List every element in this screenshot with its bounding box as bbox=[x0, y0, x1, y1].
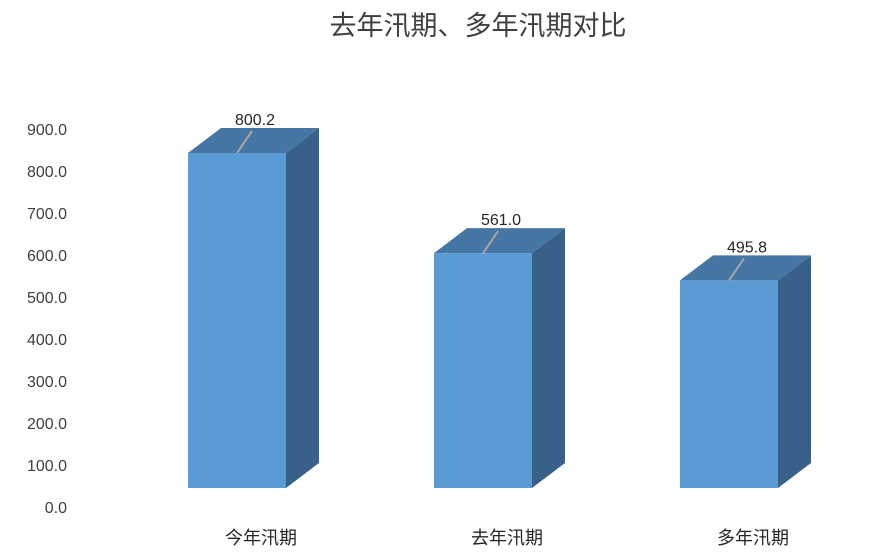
bar-top-face bbox=[680, 255, 811, 281]
bar-1: 561.0 bbox=[434, 212, 565, 489]
y-tick-label: 100.0 bbox=[27, 458, 67, 475]
y-tick-label: 300.0 bbox=[27, 374, 67, 391]
data-label-leader bbox=[728, 257, 745, 281]
bar-top-face bbox=[188, 128, 319, 153]
data-label: 495.8 bbox=[727, 239, 767, 256]
data-label-leader bbox=[236, 130, 253, 154]
y-tick-label: 800.0 bbox=[27, 164, 67, 181]
data-label: 800.2 bbox=[235, 112, 275, 129]
x-category-label: 今年汛期 bbox=[225, 528, 297, 549]
y-tick-label: 400.0 bbox=[27, 332, 67, 349]
bar-front-face bbox=[680, 280, 778, 488]
y-axis: 0.0 100.0 200.0 300.0 400.0 500.0 600.0 700.0 80… bbox=[27, 122, 67, 517]
bar-side-face bbox=[286, 128, 319, 488]
data-label-leader bbox=[482, 230, 499, 254]
chart-title: 去年汛期、多年汛期对比 bbox=[330, 11, 627, 42]
bar-2: 495.8 bbox=[680, 239, 811, 488]
y-tick-label: 500.0 bbox=[27, 290, 67, 307]
x-axis: 今年汛期 去年汛期 多年汛期 bbox=[225, 528, 789, 549]
bar-side-face bbox=[532, 228, 565, 489]
y-tick-label: 200.0 bbox=[27, 416, 67, 433]
bar-side-face bbox=[778, 255, 811, 488]
bar-top-face bbox=[434, 228, 565, 254]
x-category-label: 去年汛期 bbox=[471, 528, 543, 549]
data-label: 561.0 bbox=[481, 212, 521, 229]
bar-front-face bbox=[188, 153, 286, 488]
bars: 800.2 561.0 495.8 bbox=[188, 112, 811, 489]
y-tick-label: 0.0 bbox=[45, 500, 67, 517]
bar-0: 800.2 bbox=[188, 112, 319, 488]
bar-front-face bbox=[434, 253, 532, 488]
x-category-label: 多年汛期 bbox=[717, 528, 789, 549]
y-tick-label: 600.0 bbox=[27, 248, 67, 265]
y-tick-label: 900.0 bbox=[27, 122, 67, 139]
y-tick-label: 700.0 bbox=[27, 206, 67, 223]
